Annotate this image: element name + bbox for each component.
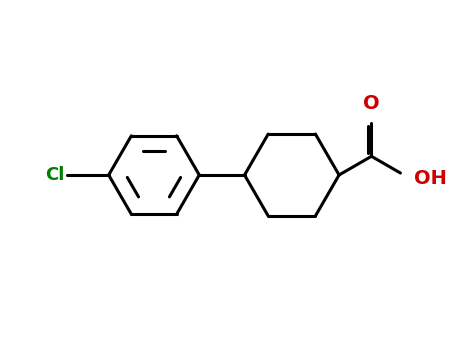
Text: O: O: [363, 94, 380, 113]
Text: OH: OH: [414, 169, 447, 188]
Text: Cl: Cl: [45, 166, 65, 184]
